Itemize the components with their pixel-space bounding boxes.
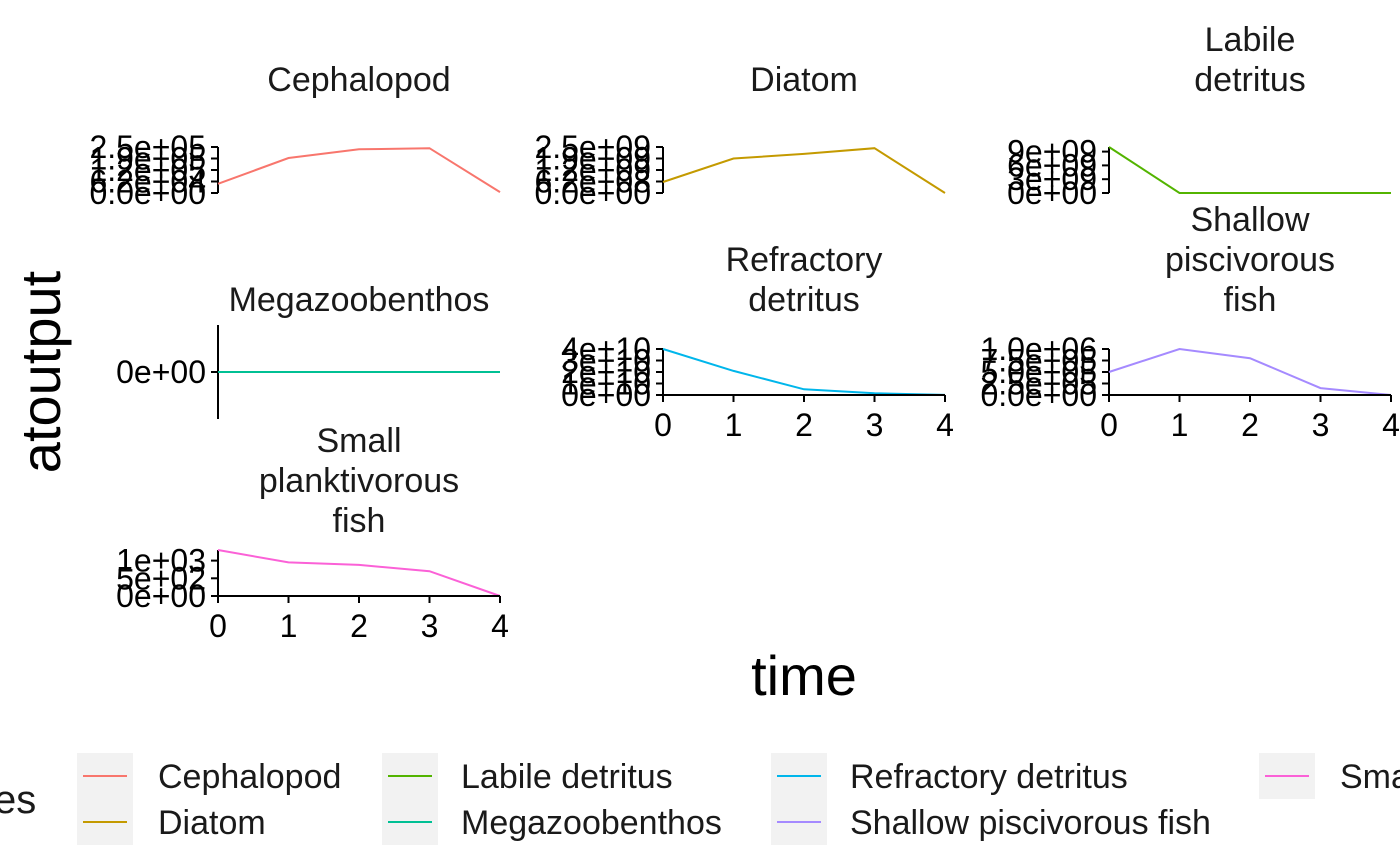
y-tick-label: 1e+03 (116, 543, 206, 579)
x-tick-label: 1 (1171, 407, 1189, 443)
legend-label: Shallow piscivorous fish (850, 804, 1211, 842)
series-line (662, 348, 946, 396)
series-line (217, 549, 501, 597)
y-tick-label: 2.5e+05 (89, 129, 206, 165)
facet-title: piscivorous (1165, 241, 1335, 279)
legend-label: Refractory detritus (850, 758, 1128, 796)
x-tick-label: 1 (280, 608, 298, 644)
facet-title: fish (1224, 281, 1277, 319)
facet-title: Refractory (726, 241, 883, 279)
legend-item: Refractory detritus (771, 753, 1128, 799)
legend-item: Sma (1259, 753, 1400, 799)
legend-label: Sma (1340, 758, 1400, 796)
legend-item: Megazoobenthos (382, 799, 722, 845)
y-tick-label: 5e+02 (116, 560, 206, 596)
y-tick-label: 0.0e+00 (980, 377, 1097, 413)
y-tick-label: 2.5e+09 (534, 129, 651, 165)
series-line (217, 147, 501, 193)
y-tick-label: 0e+00 (561, 377, 651, 413)
x-tick-label: 4 (491, 608, 509, 644)
facet-title: planktivorous (259, 462, 459, 500)
y-tick-label: 9e+09 (1007, 134, 1097, 170)
facet-panel: Megazoobenthos 0e+00 (116, 281, 500, 419)
y-tick-label: 0e+00 (116, 354, 206, 390)
x-axis-label: time (751, 644, 857, 707)
legend-label: Megazoobenthos (461, 804, 722, 842)
facet-title: detritus (1194, 61, 1306, 99)
facet-panel: Cephalopod 0.0e+006.2e+041.2e+051.9e+052.… (89, 61, 501, 211)
y-tick-label: 0.0e+00 (89, 175, 206, 211)
y-tick-label: 1.2e+09 (534, 152, 651, 188)
facet-title: Diatom (750, 61, 858, 99)
x-tick-label: 3 (866, 407, 884, 443)
x-tick-label: 2 (350, 608, 368, 644)
y-tick-label: 2e+10 (561, 354, 651, 390)
y-tick-label: 1.9e+05 (89, 141, 206, 177)
y-tick-label: 3e+09 (1007, 161, 1097, 197)
y-tick-label: 1.0e+06 (980, 331, 1097, 367)
x-tick-label: 3 (1312, 407, 1330, 443)
facet-panels: Cephalopod0.0e+006.2e+041.2e+051.9e+052.… (89, 21, 1399, 644)
y-tick-label: 6.2e+04 (89, 164, 206, 200)
facet-title: Cephalopod (267, 61, 450, 99)
legend-item: Labile detritus (382, 753, 673, 799)
y-tick-label: 7.5e+05 (980, 343, 1097, 379)
y-tick-label: 0e+00 (116, 578, 206, 614)
x-tick-label: 0 (1100, 407, 1118, 443)
y-tick-label: 1e+10 (561, 366, 651, 402)
legend-label: Diatom (158, 804, 266, 842)
facet-title: fish (333, 502, 386, 540)
facet-title: Labile (1205, 21, 1296, 59)
x-tick-label: 0 (654, 407, 672, 443)
series-line (1108, 347, 1392, 396)
y-tick-label: 4e+10 (561, 331, 651, 367)
y-tick-label: 1.9e+09 (534, 141, 651, 177)
legend-item: Shallow piscivorous fish (771, 799, 1211, 845)
x-tick-label: 3 (421, 608, 439, 644)
legend-label: Cephalopod (158, 758, 341, 796)
y-tick-label: 0.0e+00 (534, 175, 651, 211)
x-tick-label: 4 (1382, 407, 1400, 443)
y-tick-label: 6.2e+08 (534, 164, 651, 200)
legend: es Cephalopod Diatom Labile detritus Megazoo… (0, 753, 1400, 845)
facet-title: Small (316, 422, 401, 460)
y-tick-label: 0e+00 (1007, 175, 1097, 211)
legend-title: es (0, 778, 36, 822)
series-line (1108, 146, 1391, 194)
y-tick-label: 1.2e+05 (89, 152, 206, 188)
facet-title: detritus (748, 281, 860, 319)
legend-item: Cephalopod (77, 753, 341, 799)
x-tick-label: 0 (209, 608, 227, 644)
y-tick-label: 2.5e+05 (980, 366, 1097, 402)
legend-label: Labile detritus (461, 758, 673, 796)
y-tick-label: 5.0e+05 (980, 354, 1097, 390)
facet-title: Shallow (1190, 201, 1310, 239)
legend-item: Diatom (77, 799, 266, 845)
x-tick-label: 1 (725, 407, 743, 443)
y-tick-label: 6e+09 (1007, 147, 1097, 183)
x-tick-label: 2 (795, 407, 813, 443)
facet-panel: Diatom 0.0e+006.2e+081.2e+091.9e+092.5e+0… (534, 61, 946, 211)
facet-title: Megazoobenthos (229, 281, 490, 319)
y-axis-label: atoutput (9, 270, 72, 473)
series-line (662, 147, 946, 194)
x-tick-label: 2 (1241, 407, 1259, 443)
y-tick-label: 3e+10 (561, 343, 651, 379)
x-tick-label: 4 (936, 407, 954, 443)
